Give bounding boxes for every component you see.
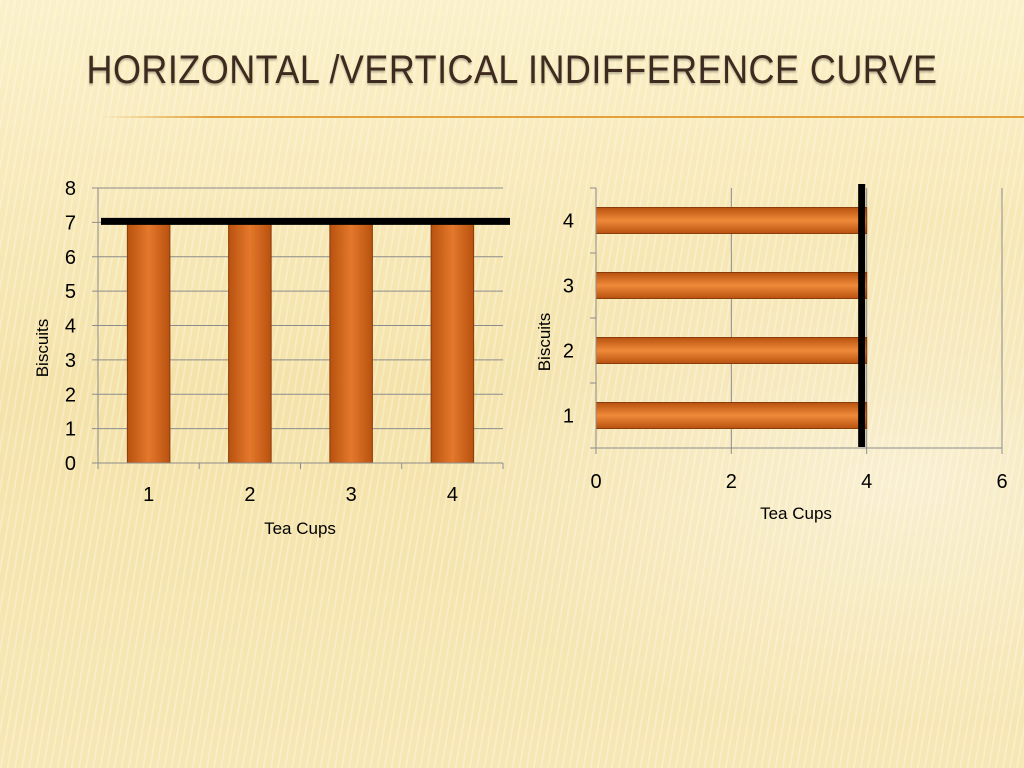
chart1-y-tick-label: 6 (65, 247, 76, 269)
chart2-y-tick-label: 4 (563, 211, 574, 233)
chart1-bar (430, 221, 475, 464)
chart1-x-tick-label: 3 (346, 484, 357, 506)
chart2-bar (595, 272, 868, 299)
chart1-bars (101, 217, 510, 464)
chart1-axes (92, 187, 504, 469)
chart2-tick-labels: 0 2 4 6 1 2 3 4 (563, 211, 1008, 494)
chart2-x-tick-label: 0 (590, 471, 601, 493)
chart2-x-tick-label: 4 (861, 471, 872, 493)
chart1-tick-labels: 0 1 2 3 4 5 6 7 8 1 2 3 4 (65, 178, 458, 506)
chart1-x-tick-label: 1 (143, 484, 154, 506)
chart2-bar (595, 337, 868, 364)
chart1-y-tick-label: 2 (65, 384, 76, 406)
chart1-x-axis-label: Tea Cups (264, 519, 336, 538)
chart2-bar (595, 402, 868, 429)
chart2-y-axis-label: Biscuits (535, 313, 554, 372)
vertical-bar-chart: 0 1 2 3 4 5 6 7 8 1 2 3 4 Tea Cups Biscuits (33, 178, 510, 538)
chart1-y-tick-label: 1 (65, 419, 76, 441)
chart1-y-tick-label: 3 (65, 350, 76, 372)
chart2-x-tick-label: 6 (996, 471, 1007, 493)
chart1-y-tick-label: 5 (65, 281, 76, 303)
chart2-y-tick-label: 3 (563, 276, 574, 298)
horizontal-bar-chart: 0 2 4 6 1 2 3 4 Tea Cups Biscuits (535, 184, 1008, 523)
chart1-y-tick-label: 4 (65, 316, 76, 338)
chart1-y-tick-label: 7 (65, 212, 76, 234)
chart2-bar (595, 207, 868, 234)
chart1-y-axis-label: Biscuits (33, 319, 52, 378)
chart2-y-tick-label: 1 (563, 406, 574, 428)
chart2-x-axis-label: Tea Cups (760, 504, 832, 523)
slide-title: Horizontal /Vertical Indifference Curve (86, 48, 938, 92)
chart1-x-tick-label: 2 (244, 484, 255, 506)
chart2-axes (590, 187, 1003, 454)
chart1-x-tick-label: 4 (447, 484, 458, 506)
chart1-y-tick-label: 8 (65, 178, 76, 200)
chart2-y-tick-label: 2 (563, 341, 574, 363)
title-underline (100, 116, 1024, 118)
chart1-bar (329, 221, 373, 464)
chart1-bar (126, 221, 171, 464)
chart2-x-tick-label: 2 (726, 471, 737, 493)
chart1-y-tick-label: 0 (65, 453, 76, 475)
chart1-bar (228, 221, 272, 464)
